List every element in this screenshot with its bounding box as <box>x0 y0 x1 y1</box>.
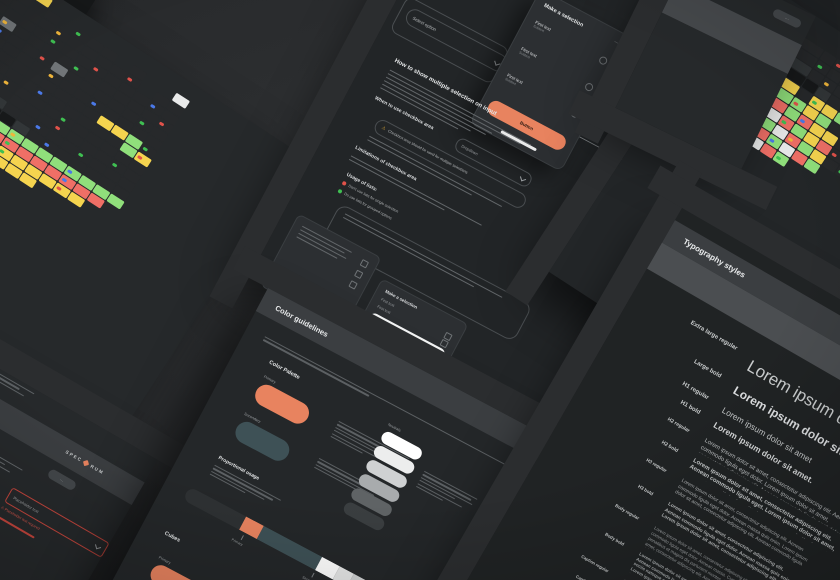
swatch-dot <box>37 90 43 96</box>
swatch-label: Primary <box>157 555 172 566</box>
paragraph-lines <box>0 449 3 498</box>
swatch-label: Primary <box>263 374 277 385</box>
swatch-dot <box>92 66 99 72</box>
swatch-dot <box>136 154 143 160</box>
swatch-dot <box>47 73 54 79</box>
secondary-swatch[interactable] <box>231 417 294 465</box>
text-line <box>0 363 35 395</box>
swatch-dot <box>158 121 165 127</box>
swatch-dot <box>75 31 81 37</box>
warning-icon: ⚠ <box>380 124 387 132</box>
bar-tick <box>240 535 244 541</box>
swatch-dot <box>799 118 806 124</box>
swatch-dot <box>775 155 782 160</box>
swatch-dot <box>9 132 16 138</box>
brand-left: SPEC <box>64 449 84 463</box>
swatch-dot <box>73 65 79 71</box>
swatch-dot <box>781 119 787 125</box>
swatch-dot <box>39 55 45 61</box>
swatch-dot <box>793 100 799 106</box>
swatch-dot <box>787 136 794 142</box>
swatch-dot <box>817 63 823 69</box>
swatch-dot <box>138 120 145 126</box>
swatch-dot <box>55 30 61 36</box>
swatch-dot <box>126 76 133 82</box>
modal-title: Make a selection <box>542 2 585 29</box>
swatch-dot <box>4 140 10 146</box>
swatch-dot <box>142 146 148 152</box>
swatch-dot <box>1 19 8 25</box>
bar-tick <box>311 572 315 578</box>
swatch-dot <box>90 101 97 107</box>
swatch-dot <box>0 148 5 154</box>
checkbox-icon[interactable] <box>359 259 370 269</box>
swatch-matrix <box>0 0 195 261</box>
swatch-dot <box>54 125 61 131</box>
brand-logo: SPEC RUM <box>65 449 105 475</box>
text-line <box>420 476 473 506</box>
dropdown-value: Select option <box>412 15 438 32</box>
menu-button[interactable]: ··· <box>771 7 803 30</box>
swatch-dot <box>831 151 837 157</box>
section-heading: Color Palette <box>267 359 301 381</box>
checkbox-icon[interactable] <box>348 280 358 290</box>
paragraph-lines <box>0 363 43 407</box>
swatch-dot <box>66 169 73 175</box>
text-line <box>0 436 11 473</box>
swatch-dot <box>50 38 56 44</box>
swatch-dot <box>835 62 840 68</box>
swatch-dot <box>61 177 67 183</box>
swatch-dot <box>56 185 62 191</box>
green-dot-icon <box>337 188 343 195</box>
bar-tick-label: Secondary <box>301 575 318 580</box>
chevron-down-icon <box>519 175 527 182</box>
text-line <box>0 369 25 397</box>
swatch-dot <box>149 103 156 109</box>
brand-right: RUM <box>89 463 106 476</box>
input-placeholder: Placeholder text <box>12 495 40 515</box>
swatch-dot <box>111 162 118 168</box>
swatch-dot <box>769 137 775 143</box>
chevron-down-icon <box>94 543 102 550</box>
swatch-dot <box>43 142 50 148</box>
swatch-dot <box>3 79 9 85</box>
diamond-icon <box>83 460 90 467</box>
swatch-dot <box>823 81 830 87</box>
error-input[interactable]: Placeholder text <box>4 487 110 558</box>
text-line <box>296 236 338 260</box>
card-title: Make a selection <box>384 288 419 310</box>
red-dot-icon <box>341 180 347 187</box>
dropdown-value: Dropdown <box>460 143 479 157</box>
text-line <box>422 473 472 501</box>
swatch-dot <box>60 117 66 122</box>
swatch-dot <box>77 152 84 158</box>
swatch-dot <box>0 27 2 33</box>
section-heading: Cubes <box>163 530 182 544</box>
primary-swatch[interactable] <box>147 561 205 580</box>
radio-icon[interactable] <box>583 81 595 93</box>
swatch-dot <box>811 99 818 105</box>
checkbox-icon[interactable] <box>353 269 364 280</box>
swatch-dot <box>35 124 41 130</box>
